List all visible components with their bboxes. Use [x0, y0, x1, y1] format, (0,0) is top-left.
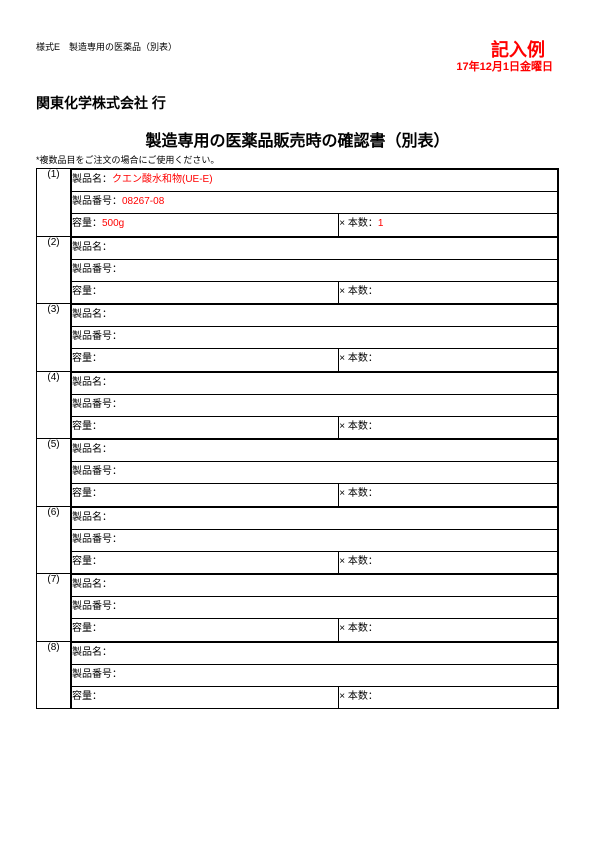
- quantity-cell: × 本数：: [339, 551, 558, 573]
- product-name-value: クエン酸水和物(UE-E): [112, 174, 213, 185]
- product-number-label: 製品番号: [72, 597, 112, 612]
- volume-label: 容量: [72, 349, 92, 364]
- row-content: 製品名：製品番号：容量：× 本数：: [71, 574, 559, 642]
- product-name-label: 製品名: [72, 440, 102, 455]
- row-content: 製品名：製品番号：容量：× 本数：: [71, 304, 559, 372]
- product-name-label: 製品名: [72, 305, 102, 320]
- quantity-cell: × 本数：1: [339, 214, 558, 236]
- row-content: 製品名：製品番号：容量：× 本数：: [71, 439, 559, 507]
- product-name-label: 製品名: [72, 575, 102, 590]
- volume-cell: 容量：500g: [72, 214, 339, 236]
- times-symbol: ×: [339, 488, 345, 499]
- quantity-cell: × 本数：: [339, 686, 558, 708]
- volume-cell: 容量：: [72, 551, 339, 573]
- volume-label: 容量: [72, 282, 92, 297]
- volume-cell: 容量：: [72, 416, 339, 438]
- row-index: (1): [37, 169, 71, 237]
- product-name-cell: 製品名：: [72, 237, 558, 259]
- volume-label: 容量: [72, 484, 92, 499]
- quantity-label: 本数: [348, 349, 368, 364]
- volume-label: 容量: [72, 417, 92, 432]
- row-index: (3): [37, 304, 71, 372]
- product-number-cell: 製品番号：: [72, 259, 558, 281]
- volume-value: 500g: [102, 218, 124, 229]
- row-content: 製品名：製品番号：容量：× 本数：: [71, 641, 559, 709]
- quantity-value: 1: [378, 218, 384, 229]
- product-name-cell: 製品名：: [72, 305, 558, 327]
- product-number-cell: 製品番号：08267-08: [72, 192, 558, 214]
- times-symbol: ×: [339, 691, 345, 702]
- addressee: 関東化学株式会社 行: [36, 93, 559, 113]
- quantity-label: 本数: [348, 552, 368, 567]
- product-number-label: 製品番号: [72, 327, 112, 342]
- volume-label: 容量: [72, 619, 92, 634]
- product-number-cell: 製品番号：: [72, 327, 558, 349]
- volume-label: 容量: [72, 687, 92, 702]
- product-name-cell: 製品名：: [72, 440, 558, 462]
- product-name-label: 製品名: [72, 643, 102, 658]
- product-number-label: 製品番号: [72, 192, 112, 207]
- product-name-cell: 製品名：クエン酸水和物(UE-E): [72, 170, 558, 192]
- product-number-label: 製品番号: [72, 395, 112, 410]
- volume-cell: 容量：: [72, 484, 339, 506]
- quantity-label: 本数: [348, 484, 368, 499]
- times-symbol: ×: [339, 421, 345, 432]
- product-number-label: 製品番号: [72, 665, 112, 680]
- row-content: 製品名：製品番号：容量：× 本数：: [71, 506, 559, 574]
- row-content: 製品名：製品番号：容量：× 本数：: [71, 371, 559, 439]
- volume-label: 容量: [72, 552, 92, 567]
- volume-cell: 容量：: [72, 686, 339, 708]
- product-number-value: 08267-08: [122, 196, 164, 207]
- times-symbol: ×: [339, 623, 345, 634]
- product-name-label: 製品名: [72, 508, 102, 523]
- row-index: (2): [37, 236, 71, 304]
- times-symbol: ×: [339, 218, 345, 229]
- row-content: 製品名：クエン酸水和物(UE-E)製品番号：08267-08容量：500g× 本…: [71, 169, 559, 237]
- product-name-label: 製品名: [72, 373, 102, 388]
- times-symbol: ×: [339, 556, 345, 567]
- volume-cell: 容量：: [72, 281, 339, 303]
- row-content: 製品名：製品番号：容量：× 本数：: [71, 236, 559, 304]
- quantity-label: 本数: [348, 687, 368, 702]
- quantity-cell: × 本数：: [339, 484, 558, 506]
- quantity-label: 本数: [348, 282, 368, 297]
- product-number-cell: 製品番号：: [72, 664, 558, 686]
- volume-cell: 容量：: [72, 619, 339, 641]
- product-name-label: 製品名: [72, 170, 102, 185]
- product-number-cell: 製品番号：: [72, 597, 558, 619]
- product-number-label: 製品番号: [72, 530, 112, 545]
- product-number-label: 製品番号: [72, 462, 112, 477]
- row-index: (7): [37, 574, 71, 642]
- quantity-label: 本数: [348, 214, 368, 229]
- times-symbol: ×: [339, 286, 345, 297]
- product-number-cell: 製品番号：: [72, 529, 558, 551]
- product-name-cell: 製品名：: [72, 575, 558, 597]
- quantity-cell: × 本数：: [339, 281, 558, 303]
- volume-cell: 容量：: [72, 349, 339, 371]
- document-title: 製造専用の医薬品販売時の確認書（別表）: [36, 127, 559, 151]
- date-label: 17年12月1日金曜日: [456, 58, 553, 74]
- row-index: (6): [37, 506, 71, 574]
- quantity-cell: × 本数：: [339, 416, 558, 438]
- volume-label: 容量: [72, 214, 92, 229]
- product-number-cell: 製品番号：: [72, 462, 558, 484]
- product-number-cell: 製品番号：: [72, 394, 558, 416]
- quantity-label: 本数: [348, 417, 368, 432]
- usage-note: *複数品目をご注文の場合にご使用ください。: [36, 153, 559, 166]
- quantity-label: 本数: [348, 619, 368, 634]
- row-index: (5): [37, 439, 71, 507]
- quantity-cell: × 本数：: [339, 619, 558, 641]
- times-symbol: ×: [339, 353, 345, 364]
- product-name-cell: 製品名：: [72, 507, 558, 529]
- products-table: (1)製品名：クエン酸水和物(UE-E)製品番号：08267-08容量：500g…: [36, 168, 559, 709]
- row-index: (8): [37, 641, 71, 709]
- product-number-label: 製品番号: [72, 260, 112, 275]
- form-id: 様式E 製造専用の医薬品（別表）: [36, 40, 559, 53]
- product-name-label: 製品名: [72, 238, 102, 253]
- product-name-cell: 製品名：: [72, 642, 558, 664]
- product-name-cell: 製品名：: [72, 372, 558, 394]
- row-index: (4): [37, 371, 71, 439]
- quantity-cell: × 本数：: [339, 349, 558, 371]
